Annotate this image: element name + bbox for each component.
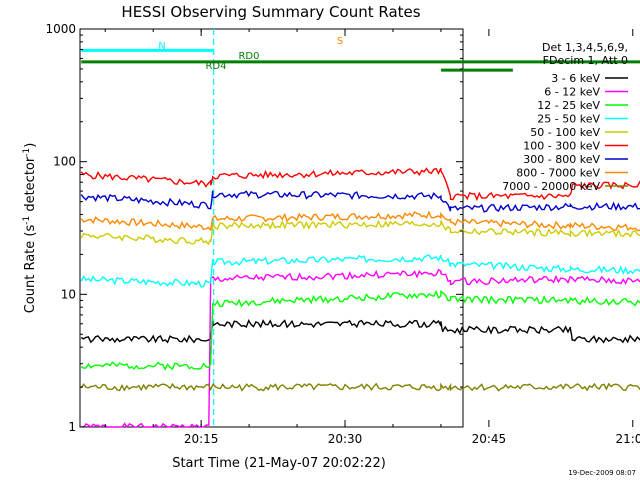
legend-label-7000-20000-kev: 7000 - 20000 keV (502, 180, 600, 193)
x-axis-label: Start Time (21-May-07 20:02:22) (172, 456, 386, 471)
timestamp: 19-Dec-2009 08:07 (568, 469, 636, 477)
series-line-300-800-kev (80, 190, 640, 213)
legend-label-25-50-kev: 25 - 50 keV (537, 113, 600, 126)
series-line-800-7000-kev (80, 210, 640, 232)
y-axis-label-mid: detector (23, 156, 38, 216)
legend-label-800-7000-kev: 800 - 7000 keV (516, 167, 600, 180)
x-tick-label: 20:15 (184, 432, 219, 446)
chart-title: HESSI Observing Summary Count Rates (121, 3, 420, 21)
legend: Det 1,3,4,5,6,9, FDecim 1, Att 0 3 - 6 k… (502, 41, 628, 193)
legend-label-300-800-kev: 300 - 800 keV (523, 153, 600, 166)
x-tick-label: 20:45 (472, 432, 507, 446)
y-tick-label: 1000 (45, 22, 76, 36)
y-axis-label-sup2: -1 (22, 148, 32, 157)
series-line-7000-20000-kev (80, 382, 640, 392)
night-label: N (158, 41, 165, 52)
legend-label-3-6-kev: 3 - 6 keV (551, 72, 600, 85)
series-line-12-25-kev (80, 290, 640, 371)
legend-label-6-12-kev: 6 - 12 keV (544, 86, 600, 99)
y-axis-label: Count Rate (s-1 detector-1) (22, 143, 38, 314)
saa-label: S (337, 36, 343, 47)
series-line-3-6-kev (80, 318, 640, 344)
y-tick-label: 1 (68, 420, 76, 434)
y-axis-label-sup1: -1 (22, 216, 32, 225)
series-line-25-50-kev (80, 254, 640, 288)
x-tick-label: 21:00 (615, 432, 640, 446)
rd0-label: RD0 (238, 51, 259, 62)
legend-label-100-300-kev: 100 - 300 keV (523, 140, 600, 153)
y-tick-label: 10 (61, 287, 76, 301)
series-line-100-300-kev (80, 167, 640, 202)
legend-header-2: FDecim 1, Att 0 (543, 54, 628, 67)
y-axis-label-main: Count Rate (s (23, 225, 38, 314)
series-line-50-100-kev (80, 219, 640, 246)
rd4-label: RD4 (205, 61, 226, 72)
series-line-6-12-kev (81, 268, 640, 429)
legend-header-1: Det 1,3,4,5,6,9, (542, 41, 628, 54)
y-axis-label-end: ) (23, 143, 38, 148)
plot-frame (79, 28, 464, 428)
y-tick-label: 100 (53, 155, 76, 169)
legend-label-50-100-kev: 50 - 100 keV (530, 126, 600, 139)
x-tick-label: 20:30 (328, 432, 363, 446)
legend-label-12-25-kev: 12 - 25 keV (537, 99, 600, 112)
